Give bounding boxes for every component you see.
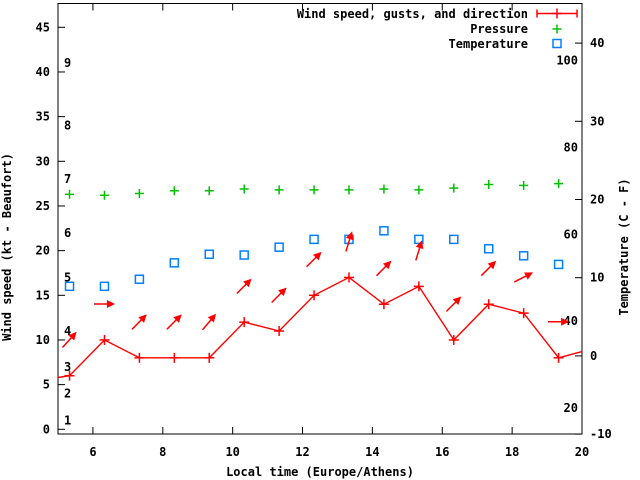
y-left-tick-label: 40: [36, 65, 50, 79]
wind-direction-arrow-head: [561, 317, 570, 326]
wind-direction-arrow-head: [243, 278, 252, 288]
fahrenheit-label: 40: [564, 314, 578, 328]
beaufort-label: 9: [64, 56, 71, 70]
beaufort-label: 7: [64, 172, 71, 186]
beaufort-label: 2: [64, 387, 71, 401]
temperature-point: [449, 234, 459, 245]
beaufort-label: 1: [64, 413, 71, 427]
x-tick-label: 14: [365, 445, 379, 459]
legend-label-temperature: Temperature: [449, 37, 528, 51]
y-right-tick-label: 20: [590, 193, 604, 207]
x-tick-label: 8: [159, 445, 166, 459]
fahrenheit-label: 100: [556, 53, 578, 67]
wind-direction-arrow-head: [452, 296, 462, 305]
wind-direction-arrow-head: [173, 314, 182, 323]
x-axis-title: Local time (Europe/Athens): [226, 465, 414, 479]
beaufort-label: 5: [64, 270, 71, 284]
x-tick-label: 18: [505, 445, 519, 459]
y-left-tick-label: 30: [36, 154, 50, 168]
beaufort-label: 3: [64, 360, 71, 374]
legend-temperature-marker: [552, 38, 562, 49]
y-left-tick-label: 20: [36, 244, 50, 258]
wind-direction-arrow-head: [138, 314, 147, 323]
beaufort-label: 8: [64, 119, 71, 133]
y-right-tick-label: 0: [590, 349, 597, 363]
beaufort-label: 4: [64, 324, 71, 338]
temperature-point: [414, 234, 424, 245]
temperature-point: [239, 250, 249, 260]
temperature-point: [99, 281, 110, 292]
fahrenheit-label: 80: [564, 140, 578, 154]
x-tick-label: 12: [295, 445, 309, 459]
y-right-tick-label: -10: [590, 427, 612, 441]
wind-direction-arrow-head: [415, 240, 424, 250]
fahrenheit-label: 20: [564, 401, 578, 415]
temperature-point: [553, 259, 564, 270]
plot-border: [57, 3, 583, 435]
wind-direction-arrow-head: [207, 313, 216, 323]
wind-direction-arrow-head: [313, 251, 322, 261]
wind-speed-line: [57, 276, 583, 379]
wind-direction-arrow-head: [278, 287, 287, 297]
wind-direction-arrow-head: [487, 260, 497, 270]
y-left-tick-label: 25: [36, 199, 50, 213]
y-right-tick-label: 40: [590, 36, 604, 50]
beaufort-label: 6: [64, 226, 71, 240]
temperature-point: [518, 251, 529, 261]
x-tick-label: 6: [89, 445, 96, 459]
y-right-axis-title: Temperature (C - F): [617, 178, 631, 315]
y-left-tick-label: 10: [36, 333, 50, 347]
legend-label-wind: Wind speed, gusts, and direction: [297, 7, 528, 21]
wind-direction-arrow-head: [382, 260, 392, 270]
y-right-tick-label: 30: [590, 114, 604, 128]
temperature-point: [134, 274, 145, 285]
wind-direction-arrow-head: [524, 272, 533, 280]
y-left-tick-label: 15: [36, 288, 50, 302]
fahrenheit-label: 60: [564, 227, 578, 241]
y-left-axis-title: Wind speed (kt - Beaufort): [0, 153, 14, 341]
legend-label-pressure: Pressure: [470, 22, 528, 36]
x-tick-label: 20: [575, 445, 589, 459]
temperature-point: [169, 258, 180, 268]
wind-direction-arrow-head: [345, 231, 354, 241]
temperature-point: [309, 234, 319, 245]
temperature-point: [274, 242, 284, 252]
x-tick-label: 16: [435, 445, 449, 459]
wind-direction-arrow-head: [107, 300, 115, 308]
temperature-point: [483, 244, 494, 254]
y-left-tick-label: 45: [36, 20, 50, 34]
wind-direction-arrow-head: [68, 331, 77, 341]
x-tick-label: 10: [225, 445, 239, 459]
temperature-point: [64, 281, 75, 292]
temperature-point: [379, 226, 389, 236]
temperature-point: [204, 249, 215, 259]
y-left-tick-label: 35: [36, 110, 50, 124]
y-right-tick-label: 10: [590, 271, 604, 285]
y-left-tick-label: 5: [43, 378, 50, 392]
y-left-tick-label: 0: [43, 422, 50, 436]
